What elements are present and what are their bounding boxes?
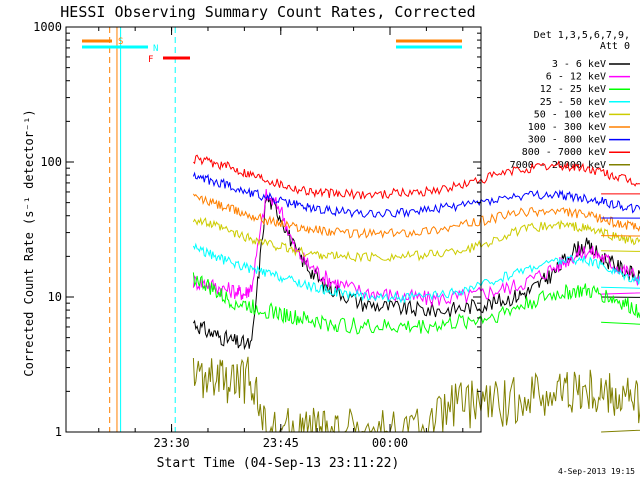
flags-layer: S NF bbox=[82, 37, 462, 65]
series-line-8 bbox=[192, 356, 640, 434]
y-axis-label: Corrected Count Rate (s⁻¹ detector⁻¹) bbox=[22, 109, 36, 376]
chart-title: HESSI Observing Summary Count Rates, Cor… bbox=[60, 3, 475, 21]
legend-label-8: 7000 - 20000 keV bbox=[510, 160, 606, 171]
plot-frame bbox=[65, 26, 482, 433]
x-tick-label-2: 23:45 bbox=[263, 436, 299, 450]
legend-label-1: 6 - 12 keV bbox=[546, 72, 606, 83]
y-tick-label-3: 1000 bbox=[33, 20, 62, 34]
legend-label-4: 50 - 100 keV bbox=[534, 109, 606, 120]
series-line-5 bbox=[192, 193, 640, 239]
date-stamp: 4-Sep-2013 19:15 bbox=[558, 467, 635, 476]
series-line-7 bbox=[193, 154, 640, 201]
legend-label-0: 3 - 6 keV bbox=[552, 59, 606, 70]
legend-label-2: 12 - 25 keV bbox=[540, 84, 606, 95]
flag-label-f: F bbox=[148, 55, 153, 65]
series-line-2 bbox=[192, 272, 640, 335]
legend-label-5: 100 - 300 keV bbox=[528, 122, 606, 133]
x-tick-label-3: 00:00 bbox=[372, 436, 408, 450]
flag-label-n: N bbox=[153, 44, 158, 54]
legend-header-line-1: Att 0 bbox=[600, 41, 630, 52]
legend-header-line-0: Det 1,3,5,6,7,9, bbox=[534, 30, 630, 41]
annotations-layer bbox=[109, 27, 176, 432]
series-line-3 bbox=[192, 242, 640, 304]
series-line-6 bbox=[192, 171, 640, 219]
y-tick-label-0: 1 bbox=[55, 425, 62, 439]
flag-label-s: S bbox=[118, 37, 123, 47]
legend-label-7: 800 - 7000 keV bbox=[522, 147, 606, 158]
x-tick-label-1: 23:30 bbox=[154, 436, 190, 450]
legend-label-6: 300 - 800 keV bbox=[528, 135, 606, 146]
ticks: 23:30 23:45 00:00 1 10 100 1000 bbox=[33, 20, 481, 450]
series-layer bbox=[192, 154, 640, 434]
axes bbox=[65, 26, 482, 433]
y-axis-label-group: Corrected Count Rate (s⁻¹ detector⁻¹) bbox=[22, 109, 36, 376]
legend-label-3: 25 - 50 keV bbox=[540, 97, 606, 108]
series-line-1 bbox=[192, 189, 640, 308]
legend-header: Det 1,3,5,6,7,9,Att 0 bbox=[534, 30, 630, 52]
plot-area: S NF bbox=[82, 27, 640, 434]
y-tick-label-1: 10 bbox=[48, 290, 62, 304]
y-tick-label-2: 100 bbox=[40, 155, 62, 169]
x-axis-label: Start Time (04-Sep-13 23:11:22) bbox=[157, 456, 400, 471]
